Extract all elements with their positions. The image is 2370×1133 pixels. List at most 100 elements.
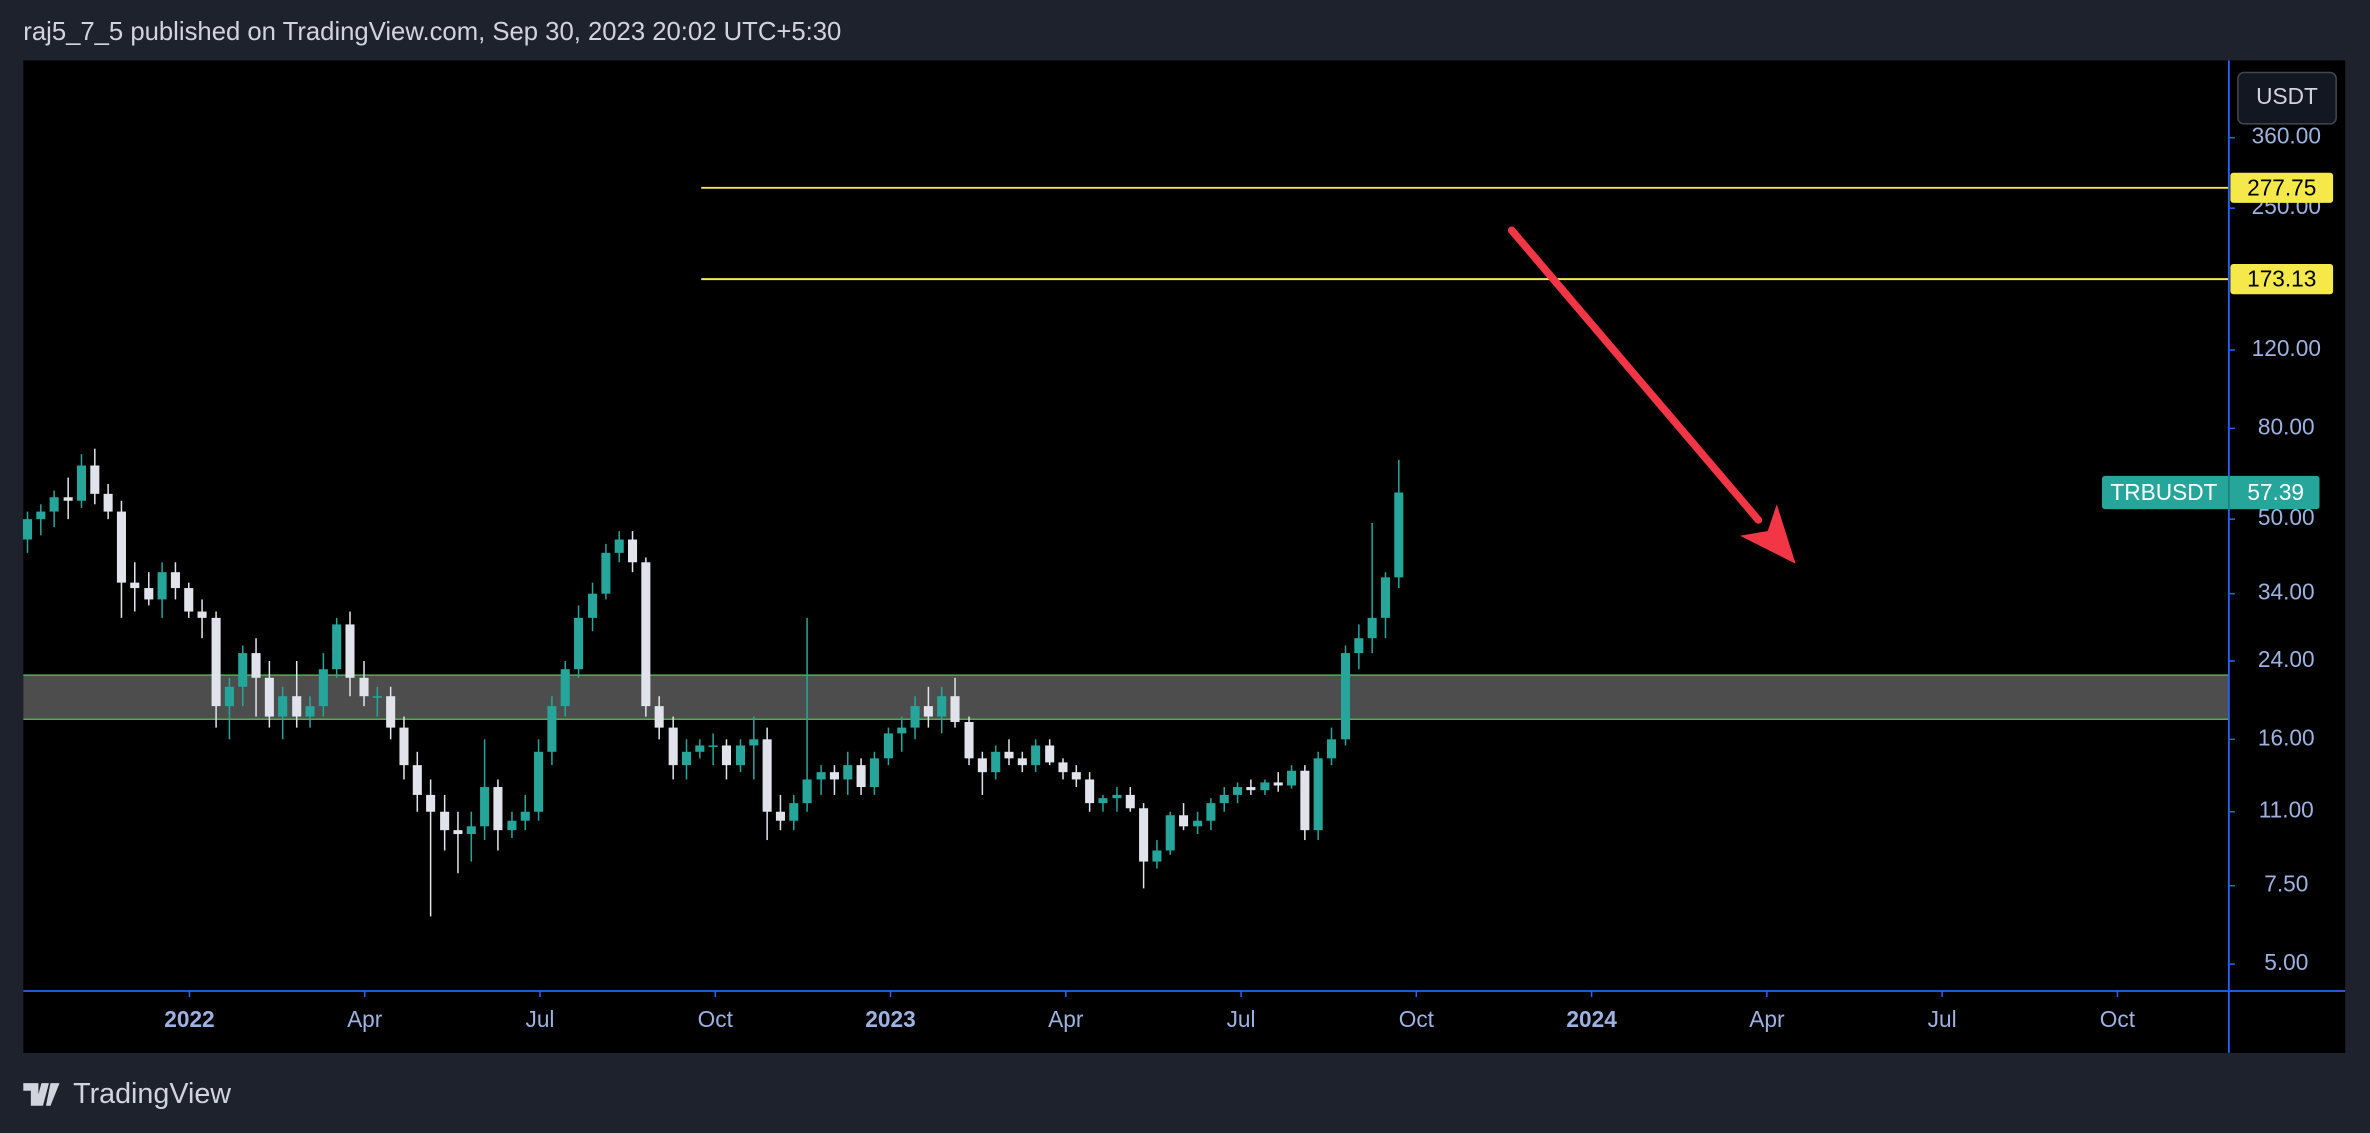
candle-body — [224, 686, 234, 707]
candle-body — [775, 811, 785, 821]
candle-body — [977, 758, 987, 773]
footer-brand[interactable]: TradingView — [23, 1078, 231, 1110]
brand-logo[interactable] — [23, 1083, 60, 1106]
candle-body — [950, 696, 960, 723]
candle-body — [1206, 803, 1216, 821]
candle-body — [116, 511, 126, 583]
candle-body — [869, 758, 879, 788]
y-tick-label: 120.00 — [2252, 335, 2321, 361]
candle-body — [829, 772, 839, 780]
candle-body — [534, 751, 544, 812]
price-level-label: 173.13 — [2247, 266, 2316, 292]
candle-body — [144, 588, 154, 600]
candle-body — [1071, 772, 1081, 780]
candle-body — [453, 830, 463, 835]
candle-body — [238, 653, 248, 687]
candle-body — [1219, 794, 1229, 804]
candle-body — [910, 706, 920, 728]
candle-body — [1340, 653, 1351, 740]
x-tick-label: Jul — [526, 1006, 555, 1032]
candle-body — [345, 624, 355, 678]
candle-body — [708, 745, 718, 747]
candle-body — [386, 696, 396, 728]
candle-body — [372, 696, 382, 698]
candle-body — [735, 745, 746, 766]
header-title: raj5_7_5 published on TradingView.com, S… — [23, 18, 841, 46]
candle-body — [1313, 758, 1323, 831]
candle-body — [1273, 782, 1283, 786]
candle-body — [90, 465, 100, 494]
candle-body — [937, 696, 947, 717]
y-tick-label: 7.50 — [2264, 871, 2308, 897]
candle-body — [412, 765, 422, 795]
arrow-head — [1739, 504, 1796, 564]
candle-body — [1045, 745, 1055, 763]
candle-body — [1394, 492, 1404, 578]
candle-body — [1380, 577, 1391, 618]
candle-body — [440, 811, 450, 831]
price-level-label-bg — [2230, 172, 2334, 203]
candle-body — [1125, 794, 1135, 809]
last-price-label-bg — [2101, 475, 2320, 510]
x-tick-label: Oct — [1399, 1006, 1435, 1032]
candle-body — [480, 787, 490, 827]
candle-body — [1004, 751, 1014, 759]
axes: 5.007.5011.0016.0024.0034.0050.0080.0012… — [164, 123, 2321, 1033]
candle-body — [332, 624, 342, 670]
candle-body — [63, 497, 73, 501]
candle-body — [856, 765, 866, 788]
candle-body — [749, 739, 759, 746]
candle-body — [507, 820, 517, 831]
candle-body — [264, 677, 274, 717]
candle-body — [1326, 739, 1337, 759]
arrow-shaft — [1507, 226, 1763, 524]
candle-body — [170, 572, 180, 589]
x-tick-label: Apr — [1749, 1006, 1785, 1032]
candle-body — [520, 811, 530, 821]
brand-name[interactable]: TradingView — [73, 1078, 231, 1110]
candle-body — [292, 696, 302, 717]
currency-button-box[interactable] — [2237, 71, 2337, 125]
candle-body — [359, 677, 369, 697]
candle-body — [1260, 782, 1270, 791]
candle-body — [1139, 808, 1149, 862]
candle-body — [560, 669, 570, 707]
candle-body — [305, 706, 315, 717]
x-tick-label: Apr — [347, 1006, 383, 1032]
candle-body — [466, 826, 476, 835]
y-tick-label: 16.00 — [2258, 724, 2315, 750]
y-tick-label: 5.00 — [2264, 949, 2308, 975]
candle-body — [1112, 794, 1122, 799]
price-level-label-bg — [2230, 264, 2334, 295]
x-tick-label: 2024 — [1566, 1006, 1617, 1032]
candle-body — [184, 588, 194, 612]
currency-button[interactable]: USDT — [2237, 71, 2337, 125]
candle-body — [789, 803, 799, 821]
candle-body — [1165, 815, 1175, 851]
candle-body — [681, 751, 692, 766]
candle-body — [1193, 820, 1203, 827]
y-tick-label: 24.00 — [2258, 646, 2315, 672]
candle-body — [641, 562, 651, 707]
y-tick-label: 11.00 — [2259, 797, 2314, 823]
x-tick-label: Oct — [698, 1006, 734, 1032]
candle-body — [1152, 850, 1162, 862]
candle-body — [843, 765, 853, 780]
candle-body — [1287, 770, 1297, 786]
candle-body — [103, 493, 113, 512]
currency-button-label[interactable]: USDT — [2256, 83, 2318, 109]
candle-body — [76, 465, 87, 501]
support-zone — [23, 675, 2229, 720]
x-tick-label: 2022 — [164, 1006, 214, 1032]
candle-body — [897, 727, 907, 734]
candle-body — [574, 617, 584, 670]
x-tick-label: 2023 — [865, 1006, 915, 1032]
candle-body — [493, 787, 503, 831]
candle-body — [802, 779, 812, 804]
candle-body — [668, 727, 678, 766]
candle-body — [1017, 758, 1027, 766]
candle-body — [721, 745, 732, 766]
chart-background — [23, 60, 2346, 1053]
